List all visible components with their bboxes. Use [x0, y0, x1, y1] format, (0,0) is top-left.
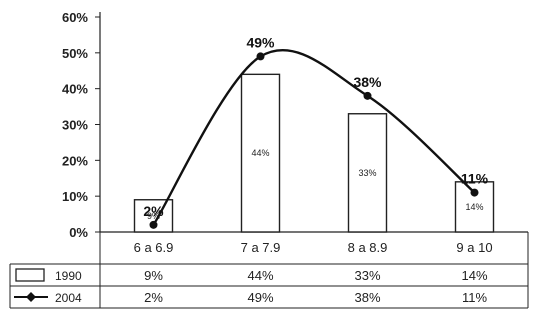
point-2004: [149, 220, 158, 229]
y-tick-label: 30%: [62, 118, 88, 133]
y-tick-label: 40%: [62, 82, 88, 97]
point-2004: [256, 52, 265, 61]
y-tick-label: 0%: [69, 225, 88, 240]
table-cell: 9%: [144, 268, 163, 283]
table-cell: 38%: [354, 290, 380, 305]
x-category-label: 7 a 7.9: [241, 240, 281, 255]
bar-1990: [347, 113, 388, 233]
bar-value-label: 9%: [147, 211, 160, 221]
x-category-label: 6 a 6.9: [134, 240, 174, 255]
point-value-label: 49%: [246, 34, 275, 50]
x-category-label: 9 a 10: [456, 240, 492, 255]
table-cell: 2%: [144, 290, 163, 305]
y-tick-label: 10%: [62, 189, 88, 204]
y-tick-label: 50%: [62, 46, 88, 61]
point-value-label: 2%: [143, 203, 164, 219]
bar-value-label: 14%: [465, 202, 483, 212]
bar-1990: [240, 73, 281, 233]
legend-key-bar: [15, 268, 45, 282]
legend-label-1990: 1990: [55, 269, 82, 283]
point-value-label: 38%: [353, 74, 382, 90]
table-cell: 44%: [247, 268, 273, 283]
table-cell: 33%: [354, 268, 380, 283]
point-2004: [363, 91, 372, 100]
bar-value-label: 33%: [358, 168, 376, 178]
point-2004: [470, 188, 479, 197]
point-value-label: 11%: [461, 171, 489, 187]
legend-key-line: [14, 292, 48, 302]
x-category-label: 8 a 8.9: [348, 240, 388, 255]
table-cell: 14%: [461, 268, 487, 283]
data-table-grid: [9, 232, 529, 309]
legend-label-2004: 2004: [55, 291, 82, 305]
y-tick-label: 20%: [62, 153, 88, 168]
table-cell: 11%: [462, 290, 487, 305]
line-2004: [152, 49, 476, 226]
table-cell: 49%: [247, 290, 273, 305]
y-tick-label: 60%: [62, 10, 88, 25]
bar-value-label: 44%: [251, 148, 269, 158]
